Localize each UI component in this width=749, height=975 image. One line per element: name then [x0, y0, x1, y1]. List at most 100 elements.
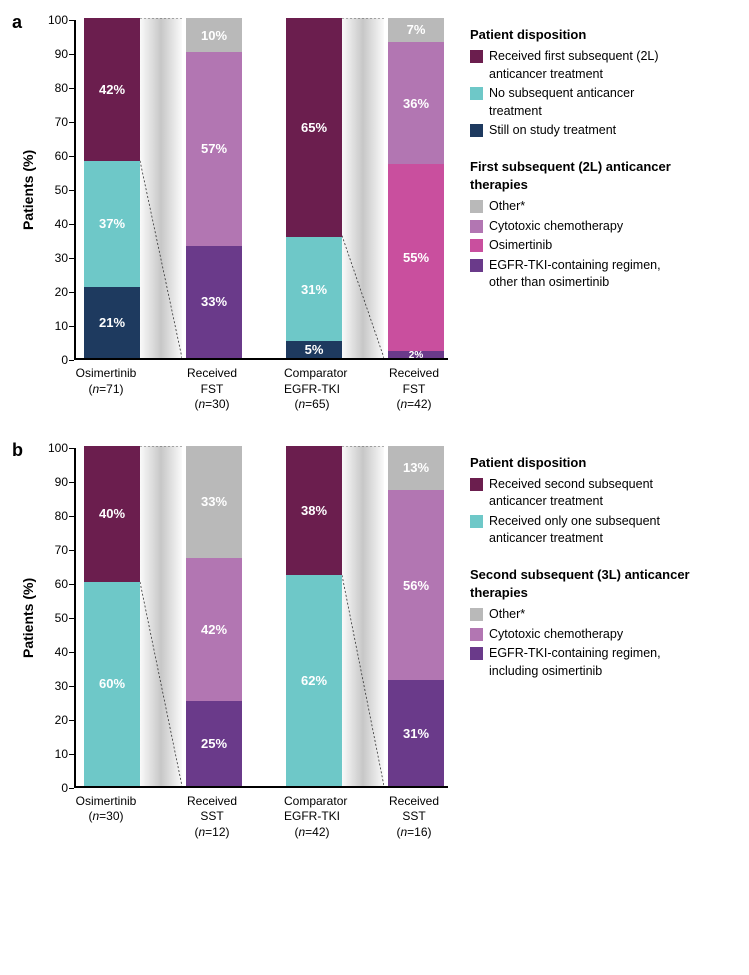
y-tick: 90 — [55, 47, 68, 61]
stacked-bar: 62% 38% — [286, 446, 342, 786]
y-tick: 40 — [55, 217, 68, 231]
legend-item: Received first subsequent (2L) anticance… — [470, 48, 729, 83]
gradient-connector — [140, 18, 182, 358]
bar-segment: 21% — [84, 287, 140, 358]
y-tick: 40 — [55, 645, 68, 659]
y-tick: 0 — [61, 781, 68, 795]
legend: Patient disposition Received second subs… — [448, 448, 729, 841]
stacked-bar: 5% 31% 65% — [286, 18, 342, 358]
x-axis-label: Received SST (n=16) — [382, 788, 446, 841]
legend-swatch — [470, 608, 483, 621]
legend-swatch — [470, 647, 483, 660]
y-tick: 70 — [55, 115, 68, 129]
bar-segment: 65% — [286, 18, 342, 237]
y-axis-label: Patients (%) — [20, 448, 36, 788]
legend-swatch — [470, 239, 483, 252]
legend-text: Other* — [489, 198, 525, 216]
legend-swatch — [470, 515, 483, 528]
legend-text: Other* — [489, 606, 525, 624]
x-axis-label: ComparatorEGFR-TKI (n=42) — [284, 788, 340, 841]
legend-item: No subsequent anticancer treatment — [470, 85, 729, 120]
x-axis-label: ComparatorEGFR-TKI (n=65) — [284, 360, 340, 413]
legend-swatch — [470, 124, 483, 137]
legend-swatch — [470, 259, 483, 272]
legend-text: Received second subsequent anticancer tr… — [489, 476, 669, 511]
bar-segment: 57% — [186, 52, 242, 246]
x-axis-label: Received FST (n=42) — [382, 360, 446, 413]
stacked-bar: 33% 57% 10% — [186, 18, 242, 358]
y-tick: 70 — [55, 543, 68, 557]
stacked-bar: 55% 36% 7%2% — [388, 18, 444, 358]
legend: Patient disposition Received first subse… — [448, 20, 729, 413]
stacked-bar: 21% 37% 42% — [84, 18, 140, 358]
y-tick: 0 — [61, 353, 68, 367]
y-tick: 30 — [55, 679, 68, 693]
bar-segment: 42% — [84, 18, 140, 161]
legend-item: Received only one subsequent anticancer … — [470, 513, 729, 548]
y-tick: 100 — [48, 441, 68, 455]
y-tick: 50 — [55, 611, 68, 625]
y-axis-label: Patients (%) — [20, 20, 36, 360]
stacked-bar: 25% 42% 33% — [186, 446, 242, 786]
y-tick: 20 — [55, 285, 68, 299]
y-tick: 80 — [55, 509, 68, 523]
legend-item: EGFR-TKI-containing regimen, other than … — [470, 257, 729, 292]
legend-text: Cytotoxic chemotherapy — [489, 626, 623, 644]
y-tick: 10 — [55, 319, 68, 333]
legend-item: EGFR-TKI-containing regimen, including o… — [470, 645, 729, 680]
y-tick: 100 — [48, 13, 68, 27]
y-tick: 60 — [55, 577, 68, 591]
bar-segment: 42% — [186, 558, 242, 701]
x-axis-label: Osimertinib (n=71) — [74, 360, 138, 413]
legend-item: Received second subsequent anticancer tr… — [470, 476, 729, 511]
legend-text: Still on study treatment — [489, 122, 616, 140]
stacked-bar: 31% 56% 13% — [388, 446, 444, 786]
legend-swatch — [470, 478, 483, 491]
legend-swatch — [470, 50, 483, 63]
bar-segment: 31% — [286, 237, 342, 341]
chart-panel: b Patients (%) 0102030405060708090100 60… — [20, 448, 729, 841]
legend-title: First subsequent (2L) anticancer therapi… — [470, 158, 729, 194]
legend-item: Cytotoxic chemotherapy — [470, 218, 729, 236]
bars-region: 60% 40% 25% 42% 33% 62% 38% 31% 56% 13% — [74, 448, 448, 788]
bar-segment: 56% — [388, 490, 444, 680]
x-axis-label: Received FST (n=30) — [180, 360, 244, 413]
legend-title: Second subsequent (3L) anticancer therap… — [470, 566, 729, 602]
legend-text: No subsequent anticancer treatment — [489, 85, 669, 120]
x-axis-label: Osimertinib (n=30) — [74, 788, 138, 841]
bar-segment: 25% — [186, 701, 242, 786]
bar-segment: 60% — [84, 582, 140, 786]
bar-segment: 62% — [286, 575, 342, 786]
legend-swatch — [470, 220, 483, 233]
legend-title: Patient disposition — [470, 454, 729, 472]
y-tick: 50 — [55, 183, 68, 197]
y-tick: 10 — [55, 747, 68, 761]
gradient-connector — [140, 446, 182, 786]
y-tick: 60 — [55, 149, 68, 163]
legend-swatch — [470, 200, 483, 213]
legend-item: Still on study treatment — [470, 122, 729, 140]
legend-text: Received first subsequent (2L) anticance… — [489, 48, 669, 83]
legend-item: Cytotoxic chemotherapy — [470, 626, 729, 644]
bar-segment: 38% — [286, 446, 342, 575]
bar-segment: 33% — [186, 246, 242, 358]
bar-segment: 37% — [84, 161, 140, 287]
bar-segment: 55% — [388, 164, 444, 351]
legend-item: Osimertinib — [470, 237, 729, 255]
bar-segment: 31% — [388, 680, 444, 785]
stacked-bar: 60% 40% — [84, 446, 140, 786]
y-tick: 90 — [55, 475, 68, 489]
bar-segment: 10% — [186, 18, 242, 52]
legend-text: Received only one subsequent anticancer … — [489, 513, 669, 548]
gradient-connector — [342, 18, 384, 358]
gradient-connector — [342, 446, 384, 786]
bar-segment: 5% — [286, 341, 342, 358]
y-tick: 80 — [55, 81, 68, 95]
legend-swatch — [470, 628, 483, 641]
bars-region: 21% 37% 42% 33% 57% 10% 5% 31% 65% 55% 3… — [74, 20, 448, 360]
x-axis-label: Received SST (n=12) — [180, 788, 244, 841]
legend-title: Patient disposition — [470, 26, 729, 44]
bar-segment: 7% — [388, 18, 444, 42]
bar-segment-label: 2% — [388, 350, 444, 361]
bar-segment: 33% — [186, 446, 242, 558]
